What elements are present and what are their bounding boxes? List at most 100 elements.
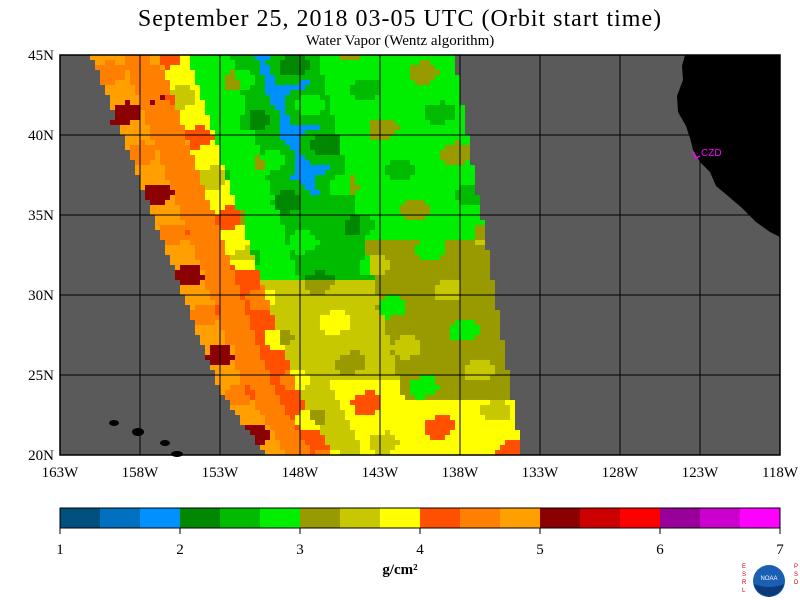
swath-cell	[450, 80, 455, 85]
swath-cell	[135, 95, 140, 100]
swath-cell	[445, 170, 450, 175]
swath-cell	[200, 115, 205, 120]
swath-cell	[230, 185, 235, 190]
swath-cell	[465, 410, 470, 415]
swath-cell	[325, 295, 330, 300]
swath-cell	[415, 240, 420, 245]
swath-cell	[385, 405, 390, 410]
swath-cell	[460, 385, 465, 390]
swath-cell	[450, 210, 455, 215]
swath-cell	[220, 145, 225, 150]
swath-cell	[455, 220, 460, 225]
swath-cell	[280, 305, 285, 310]
swath-cell	[475, 430, 480, 435]
swath-cell	[280, 375, 285, 380]
swath-cell	[440, 335, 445, 340]
swath-cell	[290, 285, 295, 290]
swath-cell	[180, 100, 185, 105]
swath-cell	[320, 360, 325, 365]
swath-cell	[280, 200, 285, 205]
swath-cell	[380, 225, 385, 230]
swath-cell	[230, 65, 235, 70]
swath-cell	[445, 120, 450, 125]
swath-cell	[465, 175, 470, 180]
swath-cell	[440, 65, 445, 70]
swath-cell	[240, 365, 245, 370]
swath-cell	[280, 330, 285, 335]
swath-cell	[155, 185, 160, 190]
swath-cell	[405, 390, 410, 395]
swath-cell	[145, 130, 150, 135]
swath-cell	[430, 315, 435, 320]
swath-cell	[385, 360, 390, 365]
swath-cell	[455, 120, 460, 125]
swath-cell	[160, 150, 165, 155]
swath-cell	[235, 165, 240, 170]
swath-cell	[150, 120, 155, 125]
swath-cell	[330, 305, 335, 310]
swath-cell	[345, 415, 350, 420]
swath-cell	[415, 270, 420, 275]
swath-cell	[235, 120, 240, 125]
swath-cell	[225, 85, 230, 90]
swath-cell	[220, 340, 225, 345]
swath-cell	[210, 220, 215, 225]
swath-cell	[495, 415, 500, 420]
swath-cell	[215, 370, 220, 375]
swath-cell	[300, 65, 305, 70]
swath-cell	[355, 160, 360, 165]
swath-cell	[300, 175, 305, 180]
swath-cell	[260, 225, 265, 230]
swath-cell	[395, 425, 400, 430]
swath-cell	[365, 225, 370, 230]
swath-cell	[275, 105, 280, 110]
swath-cell	[350, 200, 355, 205]
swath-cell	[380, 435, 385, 440]
swath-cell	[270, 245, 275, 250]
swath-cell	[285, 205, 290, 210]
swath-cell	[410, 180, 415, 185]
swath-cell	[405, 150, 410, 155]
swath-cell	[180, 170, 185, 175]
swath-cell	[450, 65, 455, 70]
swath-cell	[165, 90, 170, 95]
swath-cell	[255, 295, 260, 300]
swath-cell	[290, 90, 295, 95]
swath-cell	[430, 275, 435, 280]
swath-cell	[470, 185, 475, 190]
swath-cell	[315, 385, 320, 390]
swath-cell	[150, 155, 155, 160]
swath-cell	[410, 160, 415, 165]
swath-cell	[405, 130, 410, 135]
swath-cell	[230, 165, 235, 170]
swath-cell	[400, 160, 405, 165]
swath-cell	[220, 225, 225, 230]
swath-cell	[195, 195, 200, 200]
swath-cell	[430, 270, 435, 275]
swath-cell	[215, 190, 220, 195]
swath-cell	[430, 340, 435, 345]
swath-cell	[190, 135, 195, 140]
swath-cell	[205, 155, 210, 160]
swath-cell	[270, 355, 275, 360]
swath-cell	[220, 215, 225, 220]
swath-cell	[390, 345, 395, 350]
swath-cell	[325, 240, 330, 245]
swath-cell	[325, 90, 330, 95]
swath-cell	[310, 370, 315, 375]
swath-cell	[450, 240, 455, 245]
swath-cell	[280, 255, 285, 260]
swath-cell	[425, 65, 430, 70]
swath-cell	[325, 410, 330, 415]
swath-cell	[460, 440, 465, 445]
swath-cell	[315, 340, 320, 345]
swath-cell	[445, 185, 450, 190]
swath-cell	[305, 175, 310, 180]
swath-cell	[410, 365, 415, 370]
swath-cell	[485, 320, 490, 325]
swath-cell	[295, 270, 300, 275]
swath-cell	[395, 310, 400, 315]
swath-cell	[365, 320, 370, 325]
swath-cell	[320, 330, 325, 335]
swath-cell	[195, 300, 200, 305]
